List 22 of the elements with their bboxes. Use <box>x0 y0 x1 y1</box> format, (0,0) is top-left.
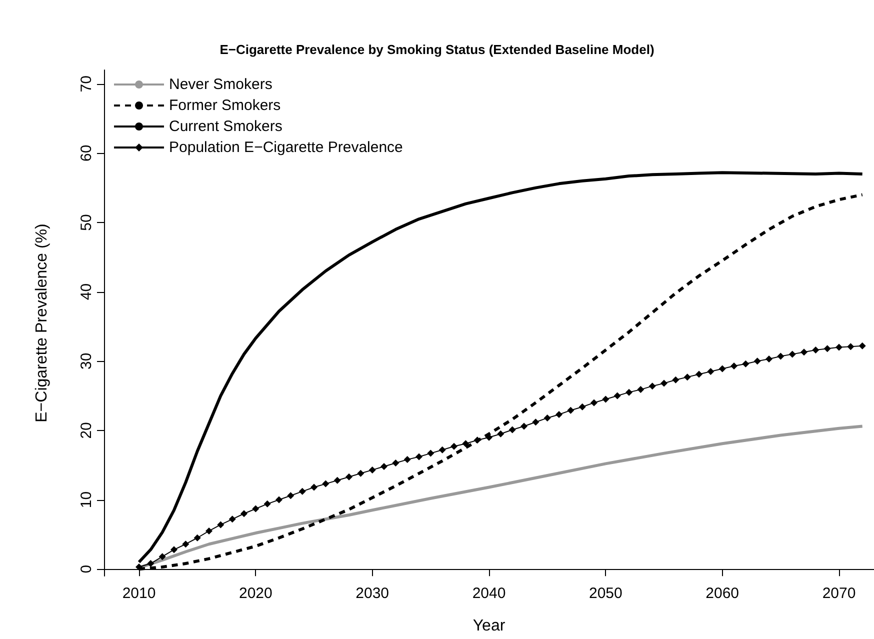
legend-label: Never Smokers <box>169 76 272 93</box>
y-tick-label: 50 <box>78 214 95 231</box>
x-tick-label: 2020 <box>238 585 272 602</box>
x-tick-label: 2030 <box>356 585 390 602</box>
y-tick-label: 0 <box>78 564 95 574</box>
y-tick-label: 30 <box>78 352 95 370</box>
x-tick-label: 2070 <box>822 585 856 602</box>
y-tick-label: 70 <box>78 76 95 92</box>
x-tick-label: 2050 <box>588 585 622 602</box>
legend-label: Former Smokers <box>169 97 281 114</box>
y-axis-title: E−Cigarette Prevalence (%) <box>34 224 50 422</box>
x-tick-label: 2060 <box>706 585 740 602</box>
legend-label: Population E−Cigarette Prevalence <box>169 139 403 156</box>
chart-title: E−Cigarette Prevalence by Smoking Status (Extended Baseline Model) <box>220 42 654 57</box>
y-tick-label: 40 <box>78 283 95 300</box>
y-tick-label: 20 <box>78 422 95 439</box>
x-tick-label: 2010 <box>122 585 156 602</box>
x-axis-title: Year <box>472 618 506 634</box>
x-tick-label: 2040 <box>472 585 506 602</box>
y-tick-label: 60 <box>78 144 95 162</box>
y-tick-label: 10 <box>78 491 95 508</box>
legend-label: Current Smokers <box>169 118 282 135</box>
